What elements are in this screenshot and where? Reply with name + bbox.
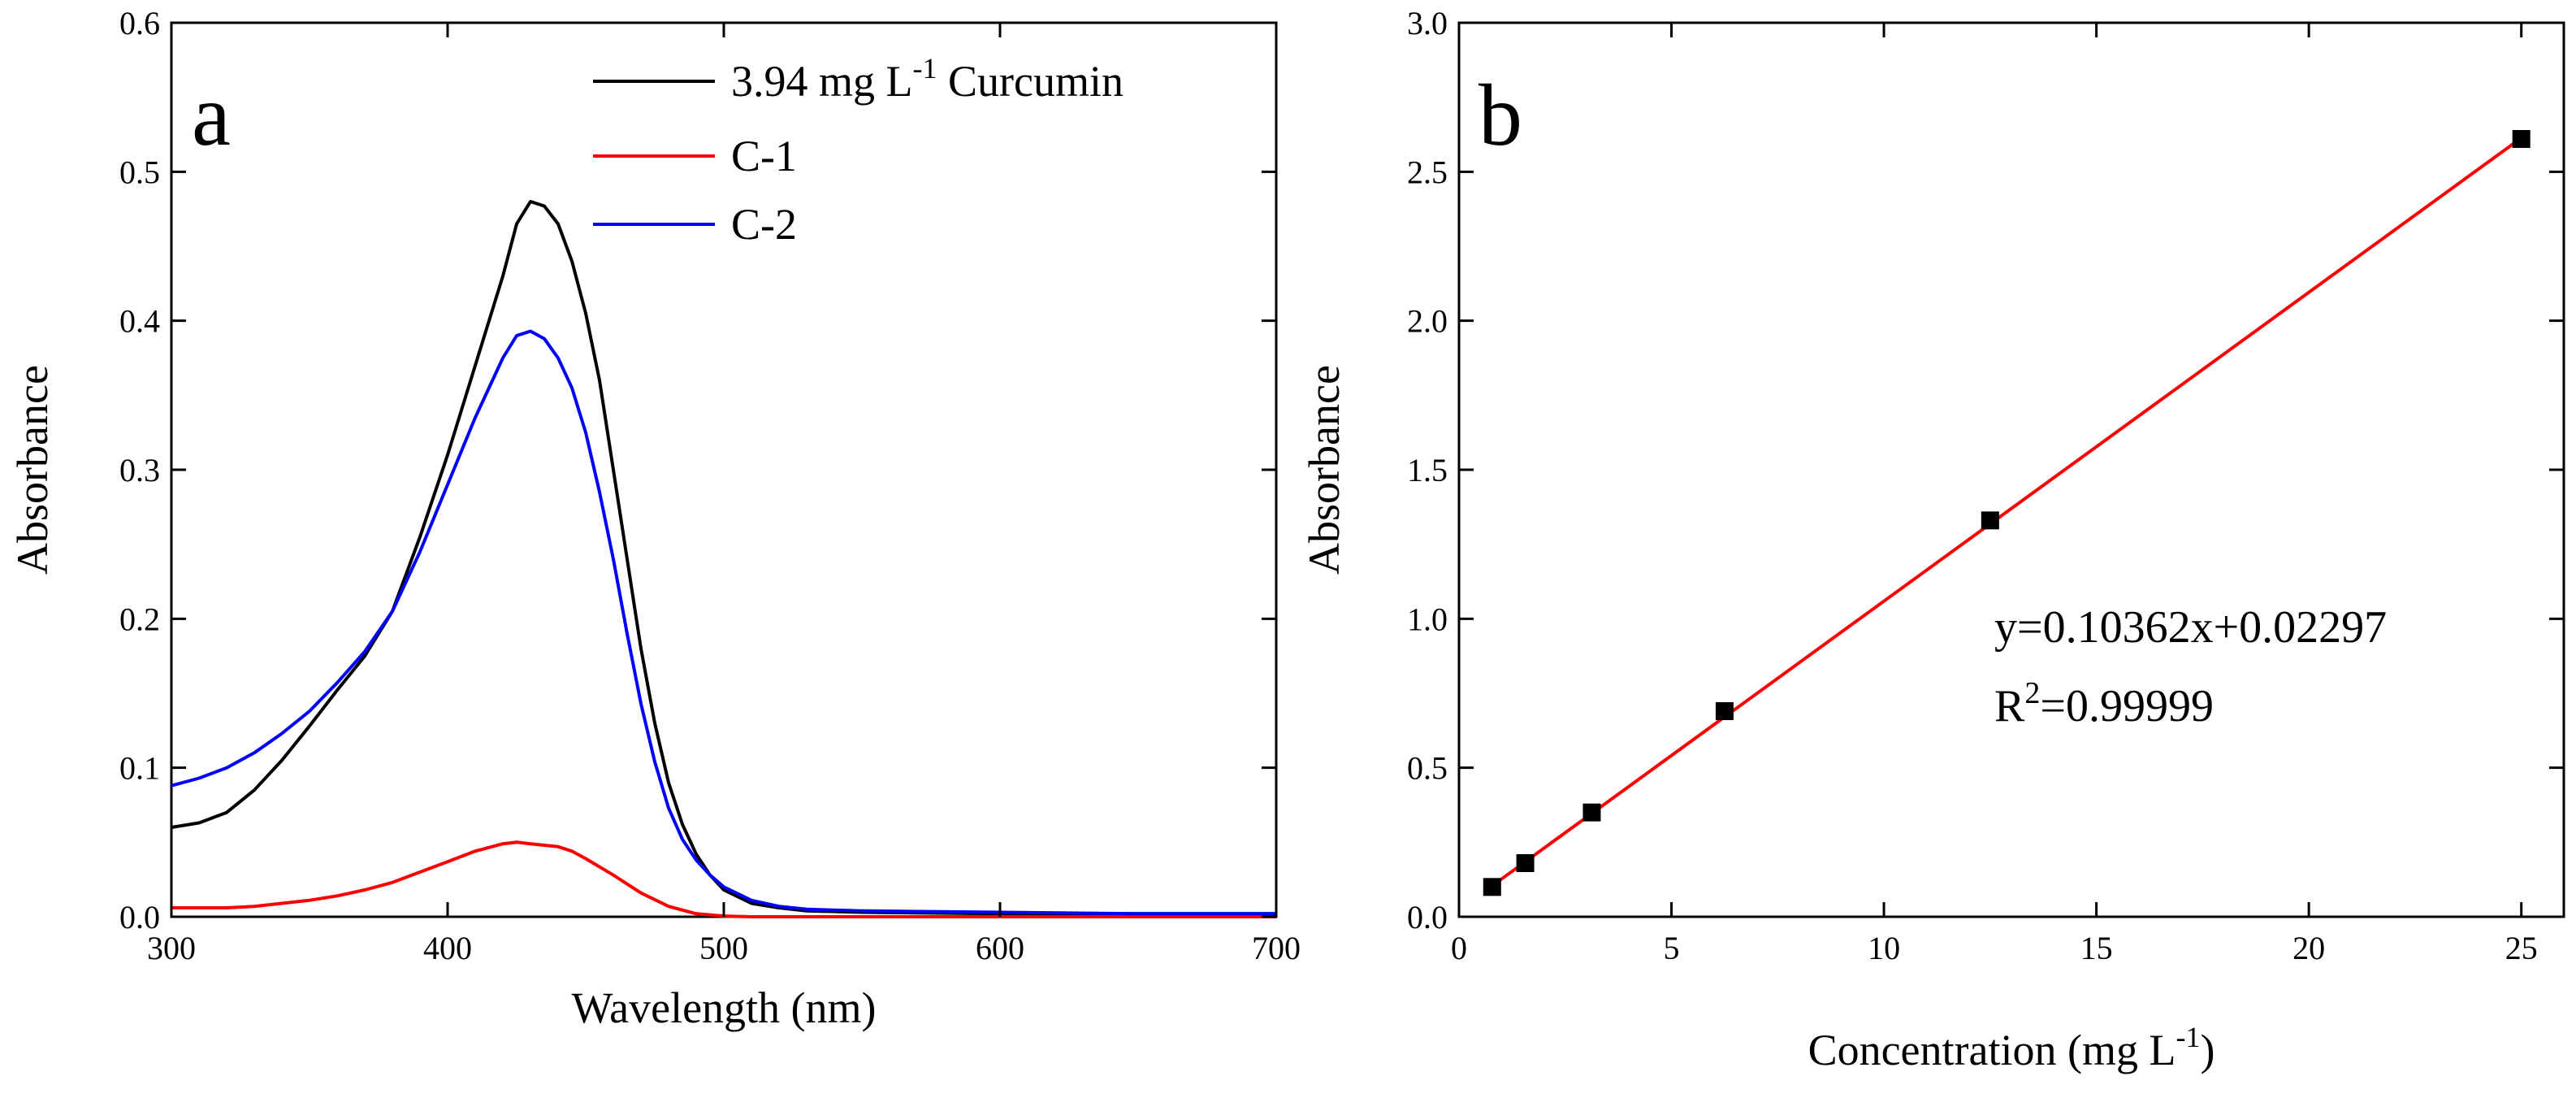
panel-b-x-axis-label: Concentration (mg L-1) (1808, 1021, 2215, 1074)
r-squared-label: R2=0.99999 (1994, 676, 2214, 731)
fit-equation-label: y=0.10362x+0.02297 (1994, 602, 2387, 653)
panel-b-label: b (1478, 67, 1522, 164)
series-c1-line (171, 840, 1276, 918)
y-tick-label: 1.0 (1407, 601, 1448, 637)
y-tick-label: 0.1 (119, 750, 160, 787)
x-tick-label: 500 (699, 930, 748, 966)
calibration-point (1582, 803, 1601, 822)
x-tick-label: 0 (1451, 930, 1467, 966)
x-tick-label: 15 (2080, 930, 2113, 966)
panel-a-series-layer (171, 200, 1276, 918)
calibration-point (1483, 878, 1501, 896)
calibration-point (1981, 511, 1999, 530)
x-tick-label: 20 (2292, 930, 2325, 966)
linear-fit-line (1491, 137, 2522, 888)
x-tick-label: 300 (147, 930, 196, 966)
y-tick-label: 2.5 (1407, 154, 1448, 190)
calibration-point (2512, 130, 2531, 148)
y-tick-label: 0.6 (119, 5, 160, 41)
x-tick-label: 25 (2505, 930, 2538, 966)
y-tick-label: 0.5 (1407, 750, 1448, 787)
legend-label-c1: C-1 (731, 132, 797, 180)
panel-a-legend: 3.94 mg L-1 Curcumin C-1 C-2 (593, 52, 1123, 249)
series-curcumin-line (171, 200, 1276, 916)
legend-label-c2: C-2 (731, 200, 797, 249)
panel-a-ticks-layer: 300 400 500 600 700 0.0 0.1 0.2 0.3 0.4 0.5 0.6 (119, 5, 1301, 966)
x-tick-label: 700 (1252, 930, 1301, 966)
y-tick-label: 0.2 (119, 601, 160, 637)
panel-b-ticks-layer: 0 5 10 15 20 25 0.0 0.5 1.0 1.5 2.0 2.5 3.0 (1407, 5, 2564, 966)
x-tick-label: 400 (423, 930, 472, 966)
series-c2-line (171, 329, 1276, 916)
panel-b-plot-frame (1457, 21, 2565, 918)
panel-b-series-layer (1483, 130, 2531, 896)
calibration-point (1516, 854, 1535, 872)
x-tick-label: 10 (1868, 930, 1900, 966)
panel-a-uv-spectra: 300 400 500 600 700 0.0 0.1 0.2 0.3 0.4 0.5 0.6 a W… (8, 5, 1301, 1032)
x-tick-label: 5 (1664, 930, 1680, 966)
panel-a-plot-frame (170, 21, 1278, 918)
y-tick-label: 0.0 (119, 899, 160, 935)
y-tick-label: 3.0 (1407, 5, 1448, 41)
calibration-point (1715, 702, 1734, 720)
y-tick-label: 1.5 (1407, 452, 1448, 488)
panel-a-y-axis-label: Absorbance (8, 365, 57, 575)
legend-label-curcumin: 3.94 mg L-1 Curcumin (731, 52, 1123, 106)
y-tick-label: 0.3 (119, 452, 160, 488)
panel-b-y-axis-label: Absorbance (1300, 365, 1349, 575)
x-tick-label: 600 (976, 930, 1024, 966)
y-tick-label: 0.0 (1407, 899, 1448, 935)
y-tick-label: 0.4 (119, 303, 160, 340)
y-tick-label: 2.0 (1407, 303, 1448, 340)
panel-a-x-axis-label: Wavelength (nm) (571, 983, 876, 1032)
panel-b-calibration-curve: 0 5 10 15 20 25 0.0 0.5 1.0 1.5 2.0 2.5 3.0 b Concen… (1300, 5, 2565, 1074)
panel-a-label: a (192, 67, 231, 164)
y-tick-label: 0.5 (119, 154, 160, 190)
